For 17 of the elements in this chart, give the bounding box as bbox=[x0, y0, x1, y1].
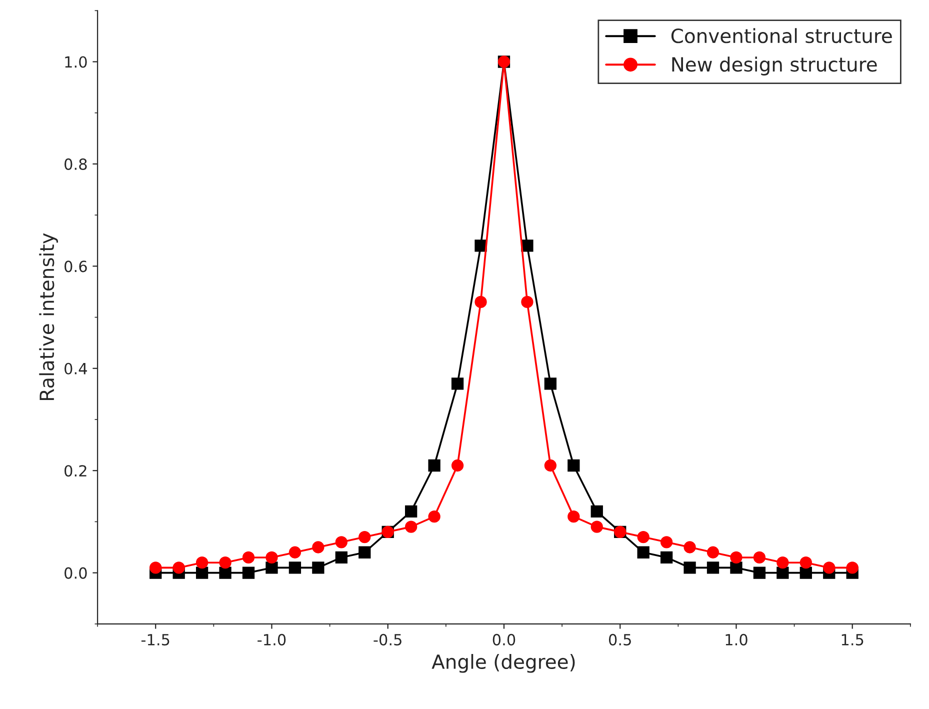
x-axis-title: Angle (degree) bbox=[432, 654, 575, 673]
y-tick-label: 1.0 bbox=[65, 56, 87, 68]
y-tick-label: 0.0 bbox=[64, 567, 87, 579]
x-tick-label: -1.0 bbox=[258, 634, 286, 646]
x-tick-label: 1.5 bbox=[842, 634, 864, 646]
x-tick-label: 0.0 bbox=[492, 634, 516, 646]
x-tick-label: 0.5 bbox=[608, 634, 631, 646]
x-tick-label: -0.5 bbox=[374, 634, 402, 646]
legend-label: New design structure bbox=[672, 56, 877, 76]
y-axis-title: Ralative intensity bbox=[39, 233, 58, 400]
legend-label: Conventional structure bbox=[671, 28, 892, 44]
y-tick-label: 0.4 bbox=[64, 362, 87, 374]
y-tick-label: 0.6 bbox=[64, 260, 87, 272]
x-tick-label: -1.5 bbox=[141, 634, 170, 646]
y-tick-label: 0.2 bbox=[64, 465, 86, 477]
y-tick-label: 0.8 bbox=[64, 158, 87, 170]
x-tick-label: 1.0 bbox=[726, 634, 748, 646]
